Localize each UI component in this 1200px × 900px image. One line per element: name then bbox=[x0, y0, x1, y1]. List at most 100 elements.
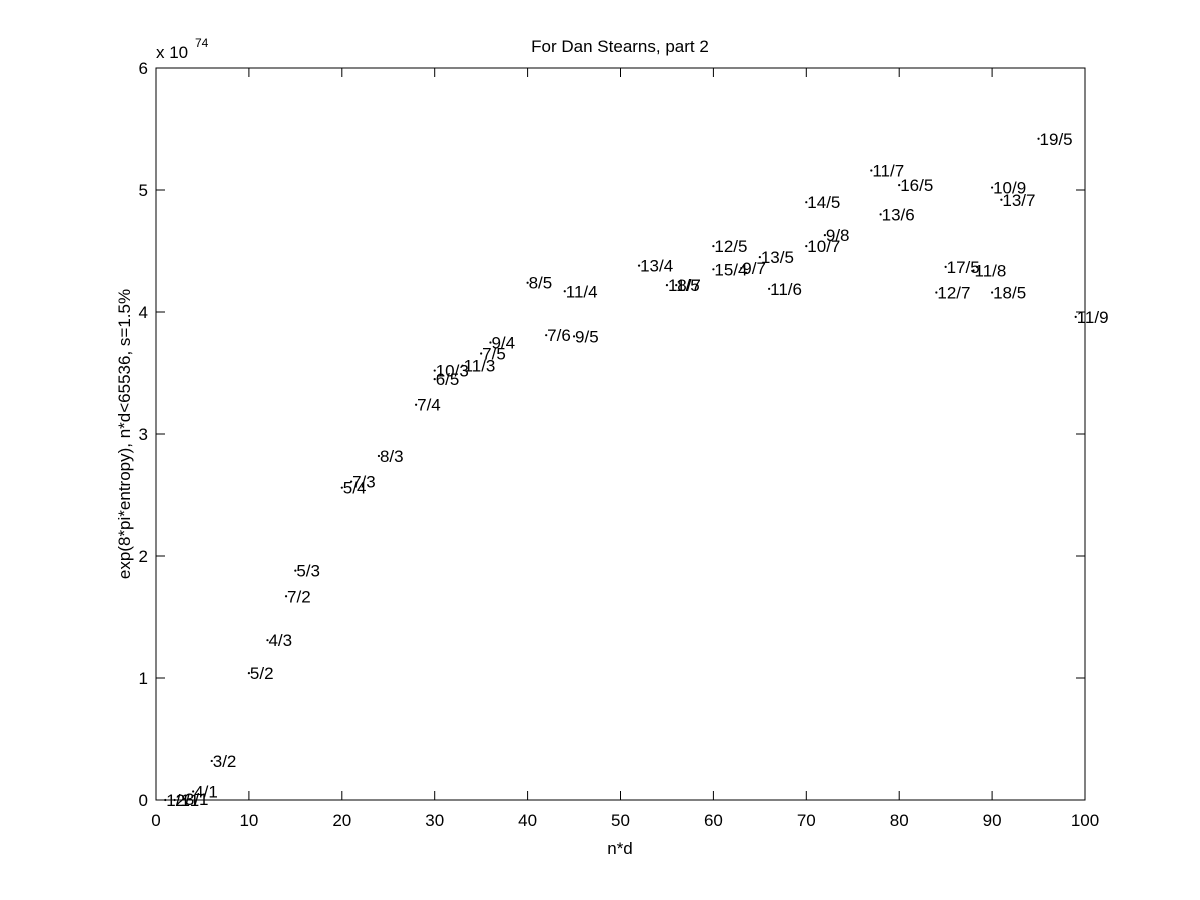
data-point bbox=[1037, 137, 1040, 140]
data-point bbox=[192, 790, 195, 793]
point-label: 15/4 bbox=[714, 260, 747, 279]
point-label: 11/5 bbox=[668, 276, 700, 295]
y-tick-label: 0 bbox=[139, 791, 148, 810]
point-label: 12/5 bbox=[714, 237, 747, 256]
y-exponent-base: x 10 bbox=[156, 43, 188, 62]
data-point bbox=[879, 213, 882, 216]
point-label: 8/7 bbox=[677, 276, 701, 295]
point-label: 5/3 bbox=[296, 562, 320, 581]
data-point bbox=[823, 234, 826, 237]
point-label: 5/4 bbox=[343, 479, 367, 498]
point-label: 17/5 bbox=[947, 258, 980, 277]
data-point bbox=[712, 245, 715, 248]
x-axis-label: n*d bbox=[607, 839, 633, 858]
point-label: 7/4 bbox=[417, 396, 441, 415]
point-label: 2/1 bbox=[176, 791, 200, 810]
point-label: 9/7 bbox=[742, 259, 766, 278]
x-tick-label: 70 bbox=[797, 811, 816, 830]
point-label: 6/5 bbox=[436, 370, 460, 389]
data-point bbox=[415, 403, 418, 406]
data-point bbox=[545, 334, 548, 337]
point-label: 19/5 bbox=[1040, 130, 1073, 149]
point-label: 10/9 bbox=[993, 179, 1026, 198]
point-label: 13/7 bbox=[1002, 191, 1035, 210]
x-tick-label: 90 bbox=[983, 811, 1002, 830]
y-tick-label: 3 bbox=[139, 425, 148, 444]
x-tick-label: 60 bbox=[704, 811, 723, 830]
point-label: 16/5 bbox=[900, 176, 933, 195]
data-point bbox=[675, 284, 678, 287]
data-point bbox=[972, 269, 975, 272]
y-tick-label: 6 bbox=[139, 59, 148, 78]
point-label: 8/3 bbox=[380, 447, 404, 466]
point-label: 7/2 bbox=[287, 587, 311, 606]
data-point bbox=[805, 201, 808, 204]
point-label: 4/3 bbox=[268, 631, 292, 650]
data-point bbox=[740, 266, 743, 270]
y-tick-label: 2 bbox=[139, 547, 148, 566]
data-point bbox=[944, 265, 947, 268]
point-label: 13/6 bbox=[882, 205, 915, 224]
point-label: 5/2 bbox=[250, 664, 274, 683]
x-tick-label: 50 bbox=[611, 811, 630, 830]
data-point bbox=[294, 569, 297, 572]
point-label: 7/6 bbox=[547, 326, 571, 345]
y-tick-label: 5 bbox=[139, 181, 148, 200]
data-point bbox=[563, 290, 566, 293]
point-label: 13/4 bbox=[640, 257, 673, 276]
data-point bbox=[870, 169, 873, 172]
data-point bbox=[712, 268, 715, 271]
point-label: 11/8 bbox=[975, 262, 1007, 281]
data-point bbox=[991, 291, 994, 294]
data-point bbox=[433, 378, 436, 381]
x-tick-label: 100 bbox=[1071, 811, 1099, 830]
data-point bbox=[637, 264, 641, 267]
point-label: 11/4 bbox=[566, 282, 598, 301]
data-point bbox=[665, 284, 669, 287]
data-point bbox=[340, 486, 343, 489]
data-point bbox=[433, 369, 436, 372]
point-label: 9/4 bbox=[491, 334, 515, 353]
point-label: 10/7 bbox=[807, 237, 840, 256]
data-point bbox=[480, 352, 483, 355]
data-point bbox=[1000, 198, 1003, 201]
y-tick-label: 1 bbox=[139, 669, 148, 688]
x-tick-label: 20 bbox=[332, 811, 351, 830]
data-points: 1/12/13/14/1 3/2 5/2 4/3 7/2 5/3 5/47/38/3 7/4 6… bbox=[164, 130, 1109, 810]
x-tick-label: 30 bbox=[425, 811, 444, 830]
data-point bbox=[805, 245, 808, 248]
point-label: 9/8 bbox=[826, 226, 850, 245]
x-tick-label: 40 bbox=[518, 811, 537, 830]
point-label: 10/3 bbox=[436, 362, 469, 381]
point-label: 12/7 bbox=[937, 283, 970, 302]
x-tick-label: 80 bbox=[890, 811, 909, 830]
chart-title: For Dan Stearns, part 2 bbox=[531, 37, 709, 56]
plot-area bbox=[155, 67, 1086, 801]
data-point bbox=[164, 798, 167, 802]
data-point bbox=[898, 184, 901, 187]
point-label: 11/9 bbox=[1077, 308, 1109, 327]
y-exponent-power: 74 bbox=[195, 36, 209, 50]
point-label: 1/1 bbox=[166, 791, 190, 810]
point-label: 3/1 bbox=[185, 790, 209, 809]
data-point bbox=[210, 759, 213, 763]
point-label: 13/5 bbox=[761, 248, 794, 267]
data-point bbox=[768, 287, 771, 290]
data-point bbox=[935, 291, 938, 294]
y-tick-label: 4 bbox=[139, 303, 148, 322]
data-point bbox=[377, 454, 381, 458]
point-label: 11/6 bbox=[770, 280, 802, 299]
axis-ticks: 0 10 20 30 40 50 60 70 80 90 100 0 1 2 3 4 5 6 bbox=[139, 59, 1100, 830]
data-point bbox=[182, 797, 185, 800]
data-point bbox=[173, 798, 176, 802]
data-point bbox=[284, 595, 288, 598]
data-point bbox=[247, 672, 250, 675]
x-tick-label: 10 bbox=[239, 811, 258, 830]
data-point bbox=[266, 639, 269, 642]
point-label: 9/5 bbox=[575, 327, 599, 346]
data-point bbox=[572, 335, 576, 338]
data-point bbox=[461, 364, 464, 367]
data-point bbox=[1074, 315, 1077, 318]
point-label: 8/5 bbox=[529, 274, 553, 293]
